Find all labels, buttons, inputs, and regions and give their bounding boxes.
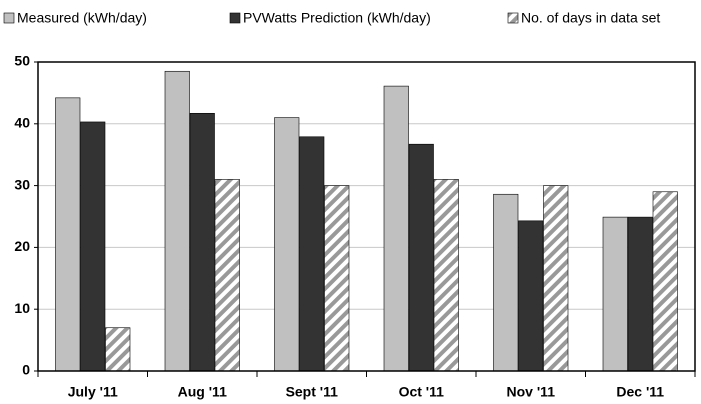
bar bbox=[189, 112, 215, 372]
bar bbox=[518, 220, 544, 372]
y-tick-label: 0 bbox=[22, 362, 30, 378]
bar bbox=[80, 121, 106, 372]
legend-label: Measured (kWh/day) bbox=[17, 10, 147, 26]
legend-label: No. of days in data set bbox=[521, 10, 660, 26]
bar bbox=[627, 216, 653, 372]
bar bbox=[299, 136, 325, 372]
bar bbox=[493, 193, 519, 372]
x-tick-label: Sept '11 bbox=[286, 384, 339, 400]
bar bbox=[408, 143, 434, 372]
x-tick-label: Oct '11 bbox=[399, 384, 445, 400]
bar bbox=[105, 327, 131, 372]
bar bbox=[214, 179, 240, 372]
bar bbox=[433, 179, 459, 372]
bar bbox=[652, 191, 678, 372]
bar bbox=[324, 185, 350, 372]
plot-border bbox=[37, 61, 696, 372]
legend-swatch bbox=[229, 12, 241, 24]
y-tick-label: 20 bbox=[14, 238, 30, 254]
x-tick-label: Dec '11 bbox=[616, 384, 664, 400]
bar bbox=[602, 216, 628, 372]
x-tick-label: Aug '11 bbox=[178, 384, 227, 400]
y-tick-label: 40 bbox=[14, 115, 30, 131]
bar bbox=[164, 70, 190, 372]
legend-label: PVWatts Prediction (kWh/day) bbox=[243, 10, 431, 26]
x-tick-label: Nov '11 bbox=[507, 384, 556, 400]
x-tick-label: July '11 bbox=[68, 384, 118, 400]
y-tick-label: 10 bbox=[14, 300, 30, 316]
bar bbox=[543, 185, 569, 372]
bar bbox=[274, 117, 300, 372]
legend-swatch bbox=[507, 12, 519, 24]
y-tick-label: 50 bbox=[14, 53, 30, 69]
bar bbox=[55, 97, 81, 372]
bar bbox=[383, 85, 409, 372]
y-tick-label: 30 bbox=[14, 176, 30, 192]
legend-swatch bbox=[3, 12, 15, 24]
